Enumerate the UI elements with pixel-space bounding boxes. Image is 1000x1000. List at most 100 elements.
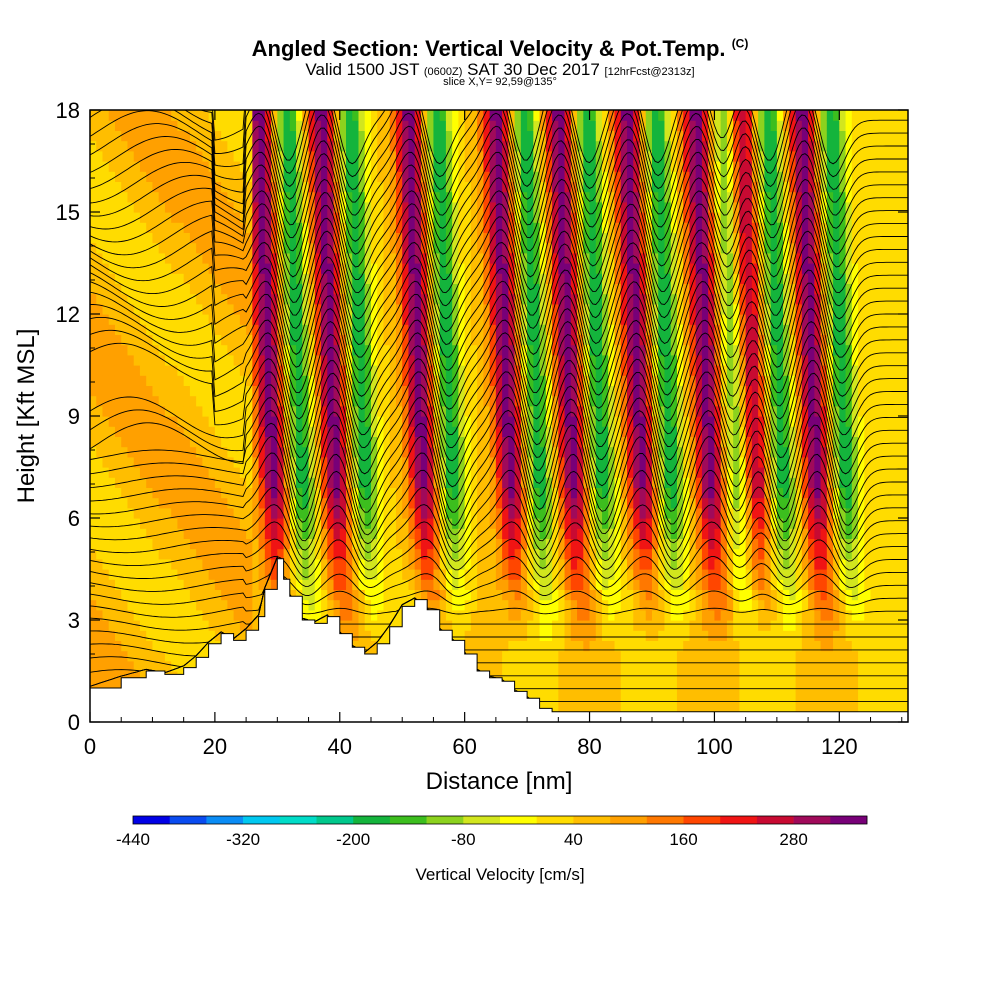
field-cell (552, 171, 559, 182)
field-cell (445, 201, 453, 213)
field-cell (527, 579, 534, 590)
field-cell (133, 507, 141, 519)
field-cell (202, 314, 210, 325)
field-cell (252, 293, 260, 305)
field-cell (577, 681, 584, 692)
field-cell (121, 181, 129, 193)
field-cell (445, 456, 453, 468)
field-cell (152, 477, 160, 488)
field-cell (402, 161, 410, 172)
field-cell (520, 528, 528, 539)
field-cell (221, 589, 228, 601)
field-cell (495, 263, 503, 274)
field-cell (302, 283, 310, 295)
field-cell (164, 303, 172, 315)
field-cell (570, 620, 578, 631)
field-cell (327, 140, 335, 152)
field-cell (208, 405, 216, 417)
field-cell (164, 477, 172, 488)
field-cell (202, 303, 210, 315)
field-cell (133, 222, 141, 233)
field-cell (233, 130, 241, 142)
field-cell (552, 569, 559, 580)
field-cell (577, 232, 584, 244)
field-cell (352, 630, 360, 641)
field-cell (314, 518, 322, 529)
field-cell (439, 456, 447, 468)
field-cell (96, 293, 104, 305)
field-cell (508, 609, 516, 621)
field-cell (508, 130, 516, 142)
field-cell (420, 467, 428, 478)
field-cell (164, 426, 172, 437)
field-cell (370, 130, 378, 142)
field-cell (308, 161, 316, 172)
field-cell (221, 191, 228, 203)
field-cell (427, 201, 435, 213)
field-cell (146, 650, 154, 662)
field-cell (595, 303, 603, 315)
field-cell (177, 120, 185, 131)
field-cell (271, 507, 278, 519)
field-cell (214, 507, 222, 519)
field-cell (233, 528, 241, 539)
field-cell (108, 263, 116, 274)
field-cell (495, 303, 503, 315)
field-cell (171, 620, 179, 631)
field-cell (171, 344, 179, 356)
field-cell (452, 191, 460, 203)
field-cell (339, 589, 347, 601)
field-cell (246, 232, 253, 244)
field-cell (352, 487, 360, 499)
field-cell (158, 181, 166, 193)
field-cell (214, 385, 222, 397)
field-cell (171, 579, 179, 590)
field-cell (558, 660, 566, 672)
field-cell (552, 242, 559, 254)
field-cell (289, 385, 297, 397)
field-cell (489, 395, 497, 407)
field-cell (127, 344, 135, 356)
field-cell (283, 201, 291, 213)
field-cell (470, 303, 478, 315)
field-cell (252, 456, 260, 468)
field-cell (314, 589, 322, 601)
field-cell (96, 140, 104, 152)
field-cell (102, 375, 110, 386)
field-cell (389, 212, 397, 223)
field-cell (252, 548, 260, 560)
field-cell (477, 130, 484, 142)
field-cell (171, 569, 179, 580)
field-cell (102, 303, 110, 315)
field-cell (389, 426, 397, 437)
field-cell (445, 150, 453, 162)
field-cell (364, 497, 372, 509)
field-cell (133, 446, 141, 458)
field-cell (308, 181, 316, 193)
field-cell (595, 395, 603, 407)
field-cell (114, 660, 122, 672)
field-cell (395, 283, 403, 295)
field-cell (489, 436, 497, 448)
field-cell (427, 252, 435, 264)
field-cell (314, 334, 322, 346)
field-cell (289, 477, 297, 488)
field-cell (189, 446, 197, 458)
field-cell (358, 640, 366, 652)
field-cell (277, 456, 285, 468)
field-cell (589, 150, 597, 162)
field-cell (352, 558, 360, 570)
field-cell (583, 344, 591, 356)
field-cell (314, 579, 322, 590)
field-cell (196, 599, 203, 611)
field-cell (233, 344, 241, 356)
field-cell (314, 487, 322, 499)
field-cell (502, 212, 509, 223)
field-cell (308, 273, 316, 284)
field-cell (545, 497, 553, 509)
field-cell (158, 416, 166, 427)
field-cell (477, 181, 484, 193)
field-cell (564, 110, 572, 121)
field-cell (327, 609, 335, 621)
field-cell (339, 140, 347, 152)
